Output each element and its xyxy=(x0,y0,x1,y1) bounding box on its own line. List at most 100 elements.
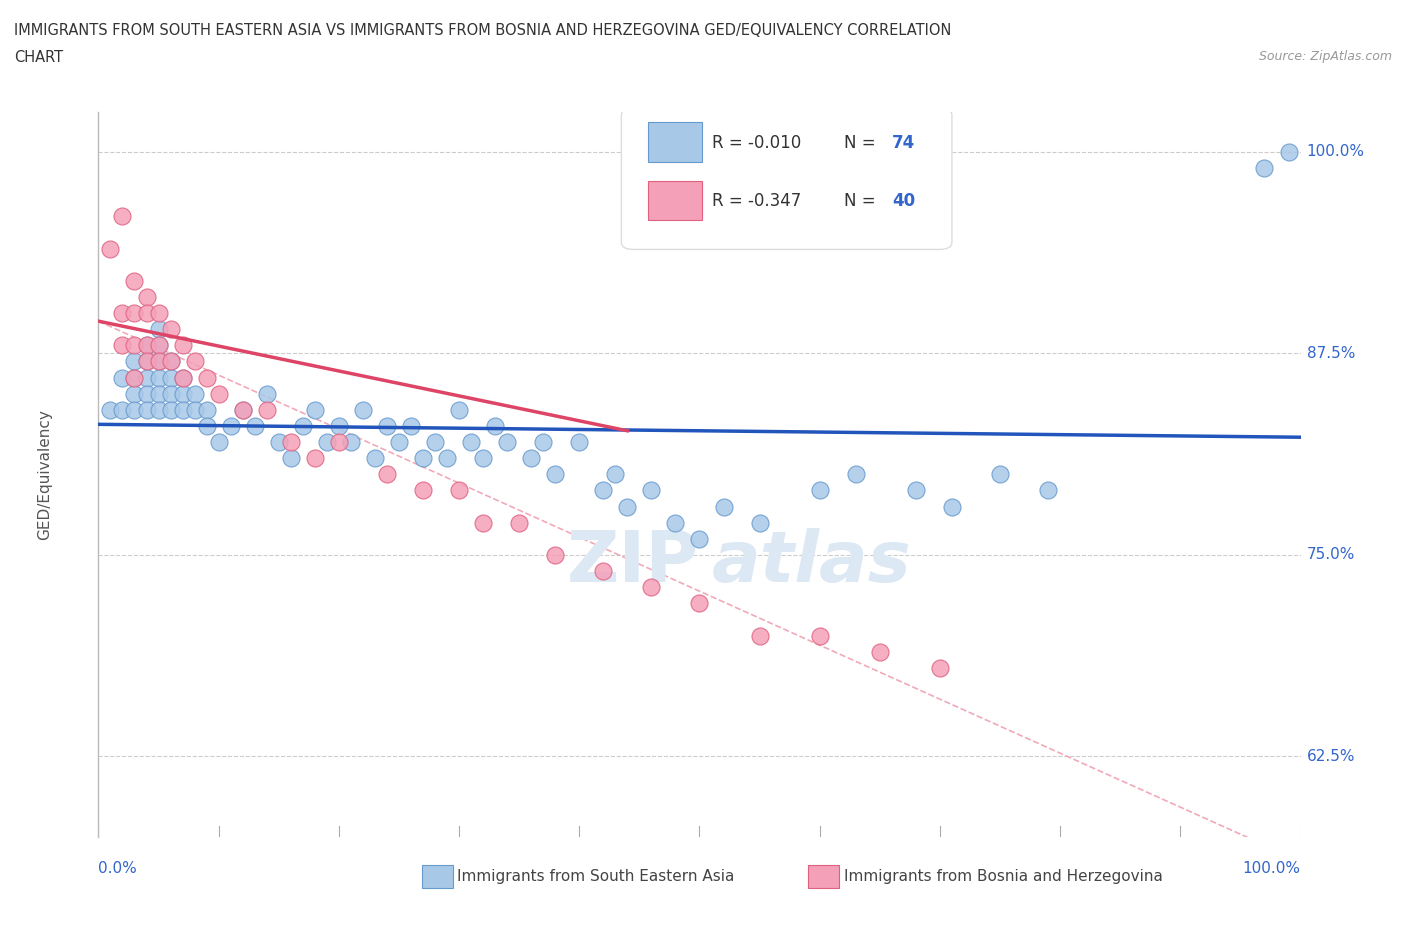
Point xyxy=(135,338,157,352)
Text: R = -0.347: R = -0.347 xyxy=(711,192,801,210)
Point xyxy=(520,451,543,466)
Point xyxy=(291,418,314,433)
Point xyxy=(845,467,868,482)
Text: 62.5%: 62.5% xyxy=(1306,749,1355,764)
Point xyxy=(605,467,627,482)
Point xyxy=(124,354,146,369)
Point xyxy=(280,434,302,449)
Point xyxy=(148,386,170,401)
Point xyxy=(412,483,434,498)
Point xyxy=(159,403,181,418)
Point xyxy=(375,418,398,433)
Point xyxy=(135,338,157,352)
Point xyxy=(640,483,662,498)
Point xyxy=(148,322,170,337)
Point xyxy=(423,434,446,449)
Point xyxy=(159,354,181,369)
Point xyxy=(135,386,157,401)
Point xyxy=(148,354,170,369)
Point xyxy=(267,434,290,449)
Point xyxy=(496,434,519,449)
Point xyxy=(100,403,122,418)
Text: 75.0%: 75.0% xyxy=(1306,548,1355,563)
Point xyxy=(172,386,194,401)
Point xyxy=(640,579,662,594)
Point xyxy=(208,434,231,449)
Text: Immigrants from Bosnia and Herzegovina: Immigrants from Bosnia and Herzegovina xyxy=(844,869,1163,883)
Point xyxy=(1036,483,1059,498)
Point xyxy=(208,386,231,401)
Point xyxy=(172,370,194,385)
Text: 0.0%: 0.0% xyxy=(98,861,138,876)
Point xyxy=(928,660,950,675)
Text: CHART: CHART xyxy=(14,50,63,65)
Point xyxy=(568,434,591,449)
Point xyxy=(1253,161,1275,176)
Point xyxy=(304,451,326,466)
Point xyxy=(135,289,157,304)
Point xyxy=(124,403,146,418)
Point xyxy=(135,403,157,418)
Text: 74: 74 xyxy=(891,134,915,152)
Point xyxy=(808,628,831,643)
Point xyxy=(148,306,170,321)
Text: atlas: atlas xyxy=(711,528,911,597)
Text: ZIP: ZIP xyxy=(567,528,699,597)
Point xyxy=(219,418,242,433)
Point xyxy=(713,499,735,514)
Point xyxy=(124,370,146,385)
Point xyxy=(280,451,302,466)
Point xyxy=(124,273,146,288)
Point xyxy=(124,306,146,321)
Point xyxy=(232,403,254,418)
Text: 40: 40 xyxy=(891,192,915,210)
Point xyxy=(111,370,134,385)
Point xyxy=(183,403,205,418)
Point xyxy=(472,451,495,466)
Point xyxy=(135,306,157,321)
Point xyxy=(111,403,134,418)
Point xyxy=(256,403,278,418)
Point xyxy=(183,354,205,369)
Point xyxy=(148,354,170,369)
Point xyxy=(135,354,157,369)
Point xyxy=(328,434,350,449)
Point xyxy=(124,386,146,401)
Text: 100.0%: 100.0% xyxy=(1306,144,1365,159)
Point xyxy=(364,451,387,466)
Point xyxy=(148,338,170,352)
Point xyxy=(904,483,927,498)
Point xyxy=(111,209,134,224)
Point xyxy=(399,418,422,433)
Point xyxy=(340,434,363,449)
Bar xyxy=(648,123,702,163)
Point xyxy=(159,386,181,401)
Point xyxy=(447,483,470,498)
Point xyxy=(195,418,218,433)
Point xyxy=(159,354,181,369)
FancyBboxPatch shape xyxy=(621,108,952,249)
Point xyxy=(1277,144,1299,159)
Point xyxy=(135,354,157,369)
Point xyxy=(460,434,482,449)
Text: GED/Equivalency: GED/Equivalency xyxy=(37,409,52,539)
Point xyxy=(172,403,194,418)
Text: R = -0.010: R = -0.010 xyxy=(711,134,801,152)
Point xyxy=(148,403,170,418)
Point xyxy=(124,338,146,352)
Point xyxy=(375,467,398,482)
Point xyxy=(195,403,218,418)
Point xyxy=(748,515,770,530)
Point xyxy=(232,403,254,418)
Point xyxy=(243,418,266,433)
Point xyxy=(304,403,326,418)
Bar xyxy=(648,180,702,220)
Point xyxy=(436,451,458,466)
Point xyxy=(172,338,194,352)
Point xyxy=(111,338,134,352)
Point xyxy=(748,628,770,643)
Point xyxy=(159,322,181,337)
Point xyxy=(941,499,963,514)
Point xyxy=(664,515,686,530)
Point xyxy=(616,499,638,514)
